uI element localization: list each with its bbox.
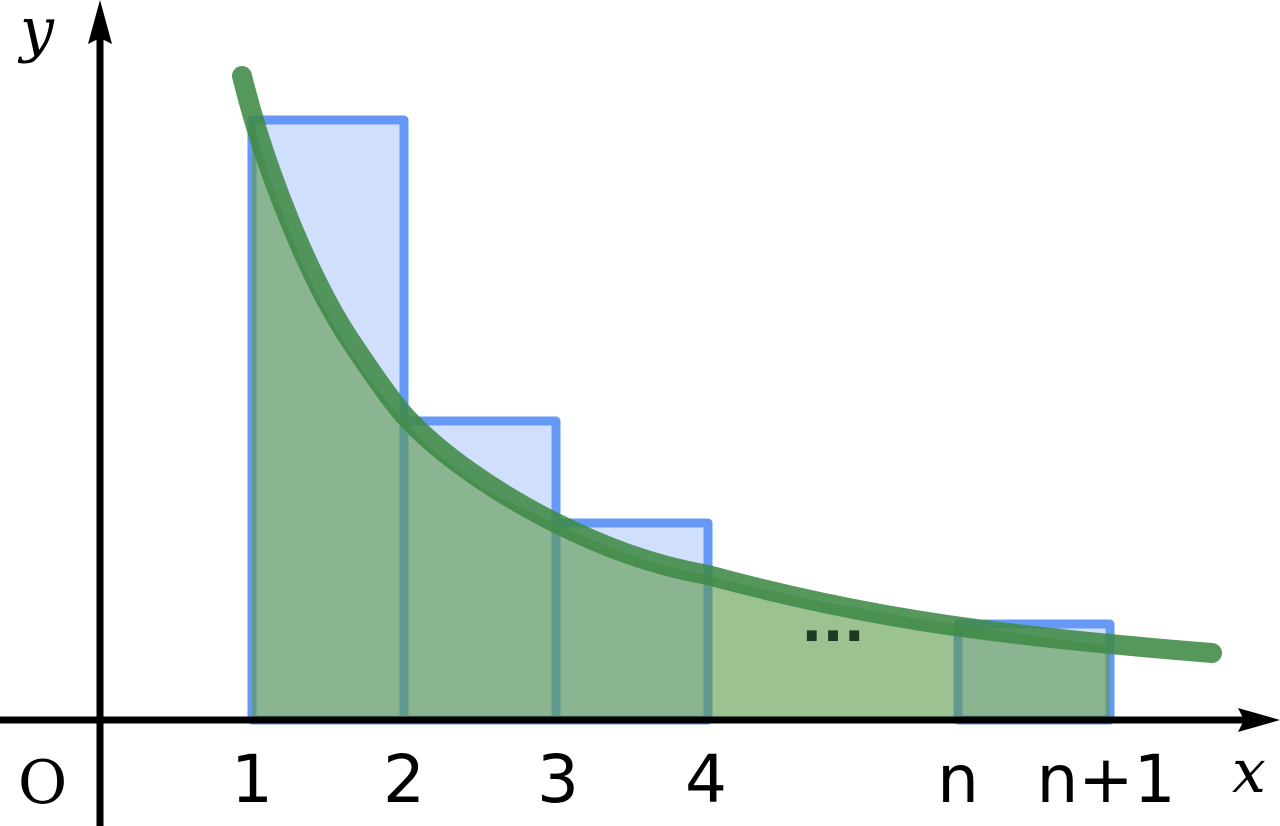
y-axis-arrowhead — [88, 0, 112, 44]
origin-label: O — [18, 748, 67, 818]
y-axis-label: y — [17, 0, 55, 65]
tick-label-n: n — [937, 741, 979, 818]
ellipsis: ··· — [801, 604, 865, 669]
x-axis-label: x — [1232, 737, 1266, 807]
tick-label-3: 3 — [537, 741, 579, 818]
curve — [232, 66, 1222, 663]
area-under-curve — [252, 120, 1110, 720]
tick-label-n-plus-1: n+1 — [1036, 741, 1175, 818]
tick-label-4: 4 — [685, 741, 727, 818]
tick-label-1: 1 — [231, 741, 273, 818]
x-axis-arrowhead — [1238, 708, 1280, 732]
tick-label-2: 2 — [383, 741, 425, 818]
